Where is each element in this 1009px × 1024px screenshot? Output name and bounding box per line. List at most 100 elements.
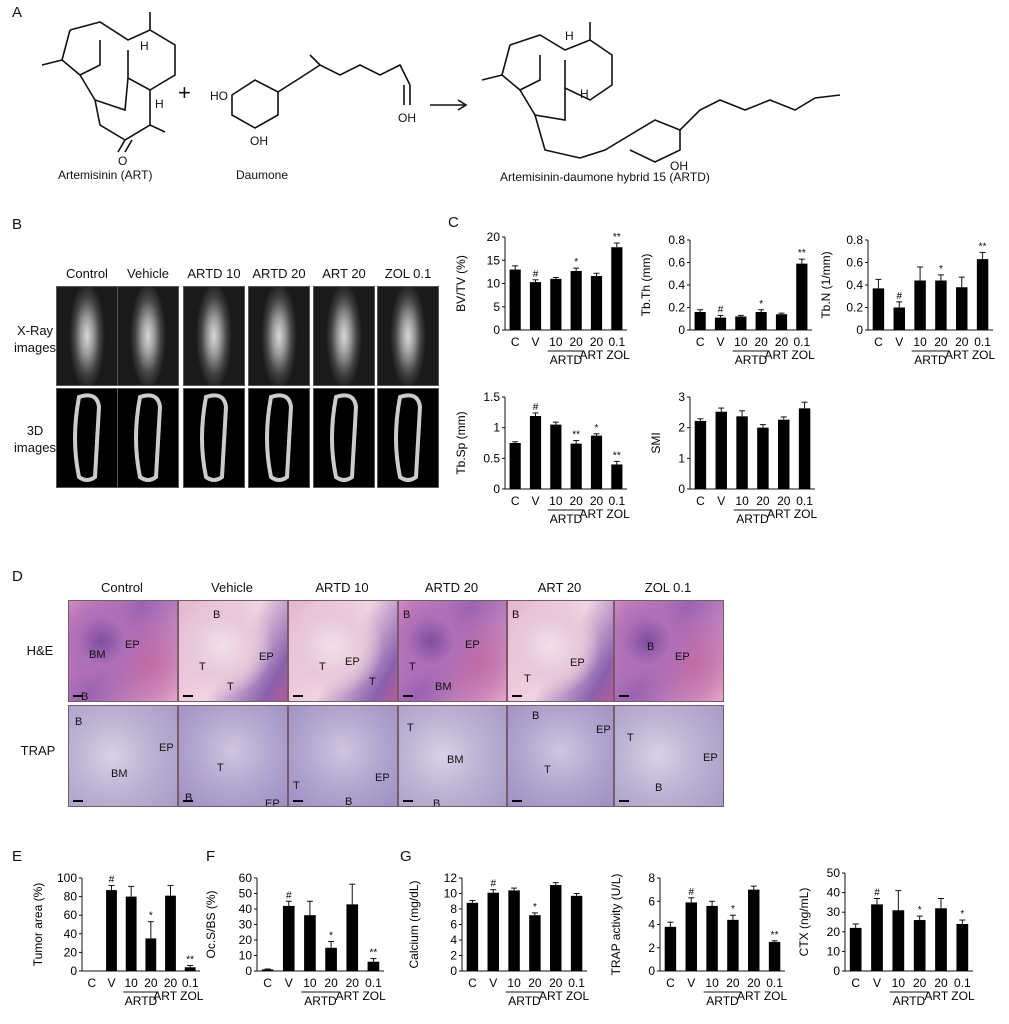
y-tick-label: 0	[648, 964, 655, 978]
group-tail-label: ART ZOL	[765, 348, 816, 362]
bar	[282, 905, 295, 971]
x-tick-label: 20	[747, 976, 761, 990]
x-tick-label: 20	[777, 494, 791, 508]
bar	[508, 890, 520, 971]
y-tick-label: 20	[64, 945, 78, 959]
group-label: ARTD	[125, 994, 158, 1008]
column-header: ARTD 20	[252, 266, 306, 281]
bar	[304, 915, 316, 971]
significance-mark: #	[688, 887, 694, 898]
column-header: ZOL 0.1	[644, 580, 692, 595]
column-header: Control	[66, 266, 108, 281]
bar	[956, 923, 969, 971]
y-tick-label: 5	[493, 300, 500, 314]
y-axis-label: Tumor area (%)	[31, 883, 45, 967]
bar	[611, 247, 623, 330]
x-tick-label: 20	[754, 335, 768, 349]
bar	[892, 910, 905, 971]
tissue-label: T	[369, 676, 376, 688]
y-tick-label: 1.5	[483, 390, 500, 404]
x-tick-label: 20	[775, 335, 789, 349]
bar	[346, 904, 359, 971]
scale-bar	[183, 800, 193, 802]
panel-label-c: C	[448, 214, 459, 231]
tissue-label: EP	[570, 657, 585, 669]
x-tick-label: C	[87, 976, 96, 990]
scale-bar	[619, 695, 629, 697]
x-tick-label: 20	[913, 976, 927, 990]
caption-daumone: Daumone	[236, 168, 289, 182]
y-tick-label: 0.5	[483, 451, 500, 465]
y-tick-label: 0.8	[846, 233, 863, 247]
tissue-label: EP	[265, 798, 280, 807]
bar	[976, 259, 989, 330]
bar	[798, 408, 811, 489]
y-tick-label: 20	[827, 925, 841, 939]
x-tick-label: 0.1	[974, 335, 991, 349]
panel-label-f: F	[206, 848, 216, 865]
x-tick-label: 0.1	[568, 976, 585, 990]
atom-h: H	[565, 29, 574, 43]
xray-image	[313, 286, 375, 386]
x-tick-label: V	[531, 335, 539, 349]
row-label-line: 3D	[26, 423, 44, 438]
column-header: ART 20	[537, 580, 582, 595]
significance-mark: **	[572, 430, 580, 441]
y-tick-label: 15	[487, 253, 501, 267]
group-tail-label: ART ZOL	[924, 989, 975, 1003]
bar	[714, 317, 727, 330]
x-tick-label: C	[263, 976, 272, 990]
x-tick-label: C	[511, 494, 520, 508]
tissue-label: T	[409, 661, 416, 673]
x-tick-label: C	[666, 976, 675, 990]
bar	[664, 926, 677, 971]
x-tick-label: 0.1	[766, 976, 783, 990]
x-tick-label: V	[107, 976, 115, 990]
significance-mark: **	[798, 248, 806, 259]
y-tick-label: 8	[450, 902, 457, 916]
group-label: ARTD	[736, 512, 769, 526]
x-tick-label: 0.1	[954, 976, 971, 990]
panel-label-g: G	[400, 848, 412, 865]
y-tick-label: 0.2	[668, 301, 685, 315]
bar	[748, 889, 760, 971]
scale-bar	[512, 695, 522, 697]
bar	[871, 904, 883, 971]
y-axis-label: Tb.N (1/mm)	[819, 251, 833, 318]
row-label-line: images	[14, 440, 56, 455]
x-tick-label: C	[851, 976, 860, 990]
y-tick-label: 20	[239, 933, 253, 947]
x-tick-label: 0.1	[608, 494, 625, 508]
group-label: ARTD	[893, 994, 926, 1008]
tissue-label: B	[433, 798, 441, 807]
tissue-label: T	[544, 764, 551, 776]
bar	[956, 287, 968, 330]
row-label-xray: X-Ray images	[10, 322, 60, 356]
x-tick-label: 20	[955, 335, 969, 349]
x-tick-label: C	[874, 335, 883, 349]
tissue-label: EP	[125, 639, 140, 651]
y-axis-label: Tb.Sp (mm)	[454, 411, 468, 474]
bar	[757, 427, 769, 489]
bar	[755, 312, 767, 330]
bar	[570, 443, 582, 489]
scale-bar	[293, 695, 303, 697]
x-tick-label: 20	[934, 976, 948, 990]
trap-stain-image: T EP B	[614, 705, 724, 807]
tissue-label: EP	[465, 639, 480, 651]
bar	[184, 967, 196, 971]
y-tick-label: 12	[444, 871, 458, 885]
y-axis-label: Oc.S/BS (%)	[204, 890, 218, 958]
group-label: ARTD	[914, 353, 947, 367]
bar	[768, 941, 781, 971]
plus-sign: +	[178, 80, 191, 105]
atom-oh: OH	[398, 111, 416, 125]
row-label-line: images	[14, 340, 56, 355]
y-tick-label: 0.6	[668, 256, 685, 270]
x-tick-label: 20	[164, 976, 178, 990]
trap-stain-image: T B EP	[178, 705, 288, 807]
bar	[590, 276, 603, 330]
group-label: ARTD	[735, 353, 768, 367]
bar	[529, 416, 542, 489]
3d-image	[313, 388, 375, 488]
